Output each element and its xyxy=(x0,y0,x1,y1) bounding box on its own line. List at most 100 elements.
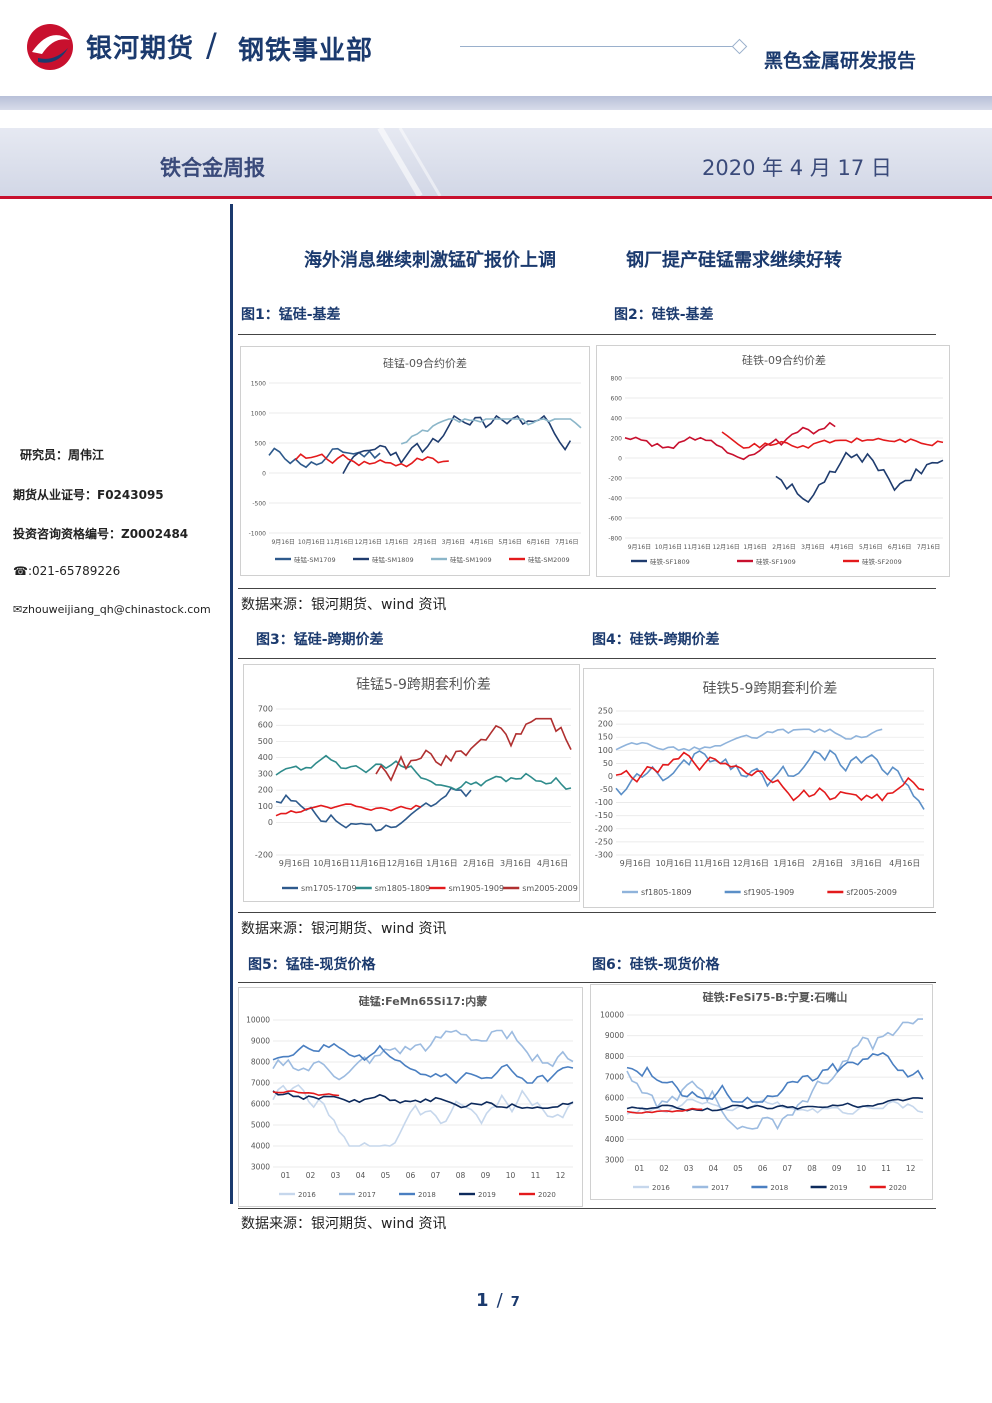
c5-x-tick: 02 xyxy=(306,1171,316,1180)
c1-x-tick: 5月16日 xyxy=(498,539,521,546)
c6-x-tick: 02 xyxy=(659,1164,669,1173)
c5-legend-label: 2017 xyxy=(358,1191,376,1199)
c3-x-tick: 4月16日 xyxy=(537,859,568,868)
c4-svg: 硅铁5-9跨期套利价差 250 200 150 100 50 0 -50 -100 -150 -20… xyxy=(595,681,925,897)
c4-x-tick: 12月16日 xyxy=(733,859,769,868)
c6-y-tick: 7000 xyxy=(605,1073,624,1082)
c6-x-tick: 09 xyxy=(832,1164,842,1173)
c6-legend-label: 2020 xyxy=(889,1184,907,1192)
c4-title: 硅铁5-9跨期套利价差 xyxy=(703,681,838,697)
c5-x-tick: 10 xyxy=(506,1171,516,1180)
band-decoration xyxy=(377,128,442,196)
c3-x-tick: 12月16日 xyxy=(387,859,423,868)
c1-y-tick: 1000 xyxy=(251,411,266,418)
fig-rule-5 xyxy=(238,982,936,983)
c1-y-tick: 500 xyxy=(255,441,267,448)
chart-6: 硅铁:FeSi75-B:宁夏:石嘴山 10000 9000 8000 7000 6000 5… xyxy=(590,984,933,1200)
c2-x-tick: 4月16日 xyxy=(830,544,853,551)
consult-no: 投资咨询资格编号：Z0002484 xyxy=(13,527,189,541)
c4-x-tick: 1月16日 xyxy=(774,859,805,868)
c5-y-tick: 10000 xyxy=(246,1016,270,1025)
c5-series-1 xyxy=(272,1029,574,1081)
page-number: 1 / 7 xyxy=(476,1290,520,1311)
fig-rule-2 xyxy=(238,588,936,589)
c5-series-2 xyxy=(272,1042,574,1085)
c6-x-tick: 12 xyxy=(906,1164,916,1173)
c5-y-tick: 9000 xyxy=(251,1037,270,1046)
c3-y-tick: 300 xyxy=(258,769,273,778)
c1-x-tick: 7月16日 xyxy=(555,539,578,546)
c4-y-tick: 150 xyxy=(598,733,613,742)
fig6-title: 图6：硅铁-现货价格 xyxy=(592,957,720,973)
fig-rule-6 xyxy=(238,1208,936,1209)
c4-legend-label: sf1805-1809 xyxy=(641,888,692,897)
source-note-1: 数据来源：银河期货、wind 资讯 xyxy=(241,597,447,613)
source-note-2: 数据来源：银河期货、wind 资讯 xyxy=(241,921,447,937)
dept-name: 钢铁事业部 xyxy=(238,36,374,66)
c6-x-tick: 08 xyxy=(807,1164,817,1173)
c4-x-tick: 2月16日 xyxy=(812,859,843,868)
c2-y-tick: -800 xyxy=(608,536,622,543)
c5-legend-label: 2019 xyxy=(478,1191,496,1199)
c4-y-tick: -300 xyxy=(595,851,613,860)
chart-1: 硅锰-09合约价差 1500 1000 500 0 -500 -1000 9月16日 10月16… xyxy=(240,346,590,576)
c5-legend-label: 2016 xyxy=(298,1191,316,1199)
c4-y-tick: 200 xyxy=(598,720,613,729)
c4-y-tick: -250 xyxy=(595,837,613,846)
c1-y-tick: 1500 xyxy=(251,381,266,388)
c2-y-tick: 400 xyxy=(611,416,623,423)
c6-x-tick: 07 xyxy=(783,1164,793,1173)
c1-y-tick: -1000 xyxy=(249,531,267,538)
c6-legend-label: 2019 xyxy=(830,1184,848,1192)
c2-x-tick: 12月16日 xyxy=(713,544,740,551)
chart-5: 硅锰:FeMn65Si17:内蒙 10000 9000 8000 7000 6000 500… xyxy=(238,987,583,1207)
c6-x-tick: 10 xyxy=(857,1164,867,1173)
c5-legend-label: 2020 xyxy=(538,1191,556,1199)
header-slash: / xyxy=(206,26,217,64)
c5-x-tick: 09 xyxy=(481,1171,491,1180)
c6-title: 硅铁:FeSi75-B:宁夏:石嘴山 xyxy=(703,990,848,1004)
c6-series-2 xyxy=(626,1051,924,1103)
c4-x-tick: 10月16日 xyxy=(656,859,692,868)
c3-legend-label: sm1905-1909 xyxy=(449,884,505,893)
c4-y-tick: -50 xyxy=(600,785,613,794)
c4-y-tick: 50 xyxy=(603,759,613,768)
email-link[interactable]: ✉zhouweijiang_qh@chinastock.com xyxy=(13,603,211,616)
chart-4: 硅铁5-9跨期套利价差 250 200 150 100 50 0 -50 -100 -150 -20… xyxy=(583,668,934,908)
c3-x-tick: 9月16日 xyxy=(279,859,310,868)
c6-y-tick: 3000 xyxy=(605,1156,624,1165)
c4-legend-label: sf1905-1909 xyxy=(744,888,795,897)
c1-legend-label: 硅锰-SM2009 xyxy=(528,555,570,564)
c1-x-tick: 9月16日 xyxy=(271,539,294,546)
subheader-band xyxy=(0,128,992,196)
c5-x-tick: 12 xyxy=(556,1171,566,1180)
c4-series-0 xyxy=(615,728,883,752)
c5-y-tick: 7000 xyxy=(251,1079,270,1088)
c1-x-tick: 12月16日 xyxy=(355,539,382,546)
c6-x-tick: 06 xyxy=(758,1164,768,1173)
logo-text: 银河期货 xyxy=(86,34,195,64)
c6-svg: 硅铁:FeSi75-B:宁夏:石嘴山 10000 9000 8000 7000 6000 5… xyxy=(600,990,924,1192)
c5-x-tick: 01 xyxy=(281,1171,291,1180)
headline-right: 钢厂提产硅锰需求继续好转 xyxy=(626,250,842,271)
c1-x-tick: 1月16日 xyxy=(385,539,408,546)
c6-series-4 xyxy=(626,1107,703,1114)
c5-x-tick: 04 xyxy=(356,1171,366,1180)
c3-title: 硅锰5-9跨期套利价差 xyxy=(356,677,491,693)
c2-y-tick: 600 xyxy=(611,396,623,403)
c3-y-tick: -200 xyxy=(255,851,273,860)
c4-series-1 xyxy=(615,749,925,810)
c1-y-tick: -500 xyxy=(252,501,266,508)
c5-legend-label: 2018 xyxy=(418,1191,436,1199)
c5-series-4 xyxy=(272,1090,340,1097)
fig1-title: 图1：锰硅-基差 xyxy=(241,307,341,323)
c6-x-tick: 05 xyxy=(733,1164,743,1173)
c4-y-tick: -100 xyxy=(595,798,613,807)
c3-x-tick: 1月16日 xyxy=(426,859,457,868)
c6-y-tick: 6000 xyxy=(605,1093,624,1102)
c1-x-tick: 4月16日 xyxy=(470,539,493,546)
c2-y-tick: -200 xyxy=(608,476,622,483)
page-current: 1 xyxy=(476,1290,489,1311)
c3-legend-label: sm2005-2009 xyxy=(522,884,578,893)
c5-svg: 硅锰:FeMn65Si17:内蒙 10000 9000 8000 7000 6000 500… xyxy=(246,994,574,1199)
